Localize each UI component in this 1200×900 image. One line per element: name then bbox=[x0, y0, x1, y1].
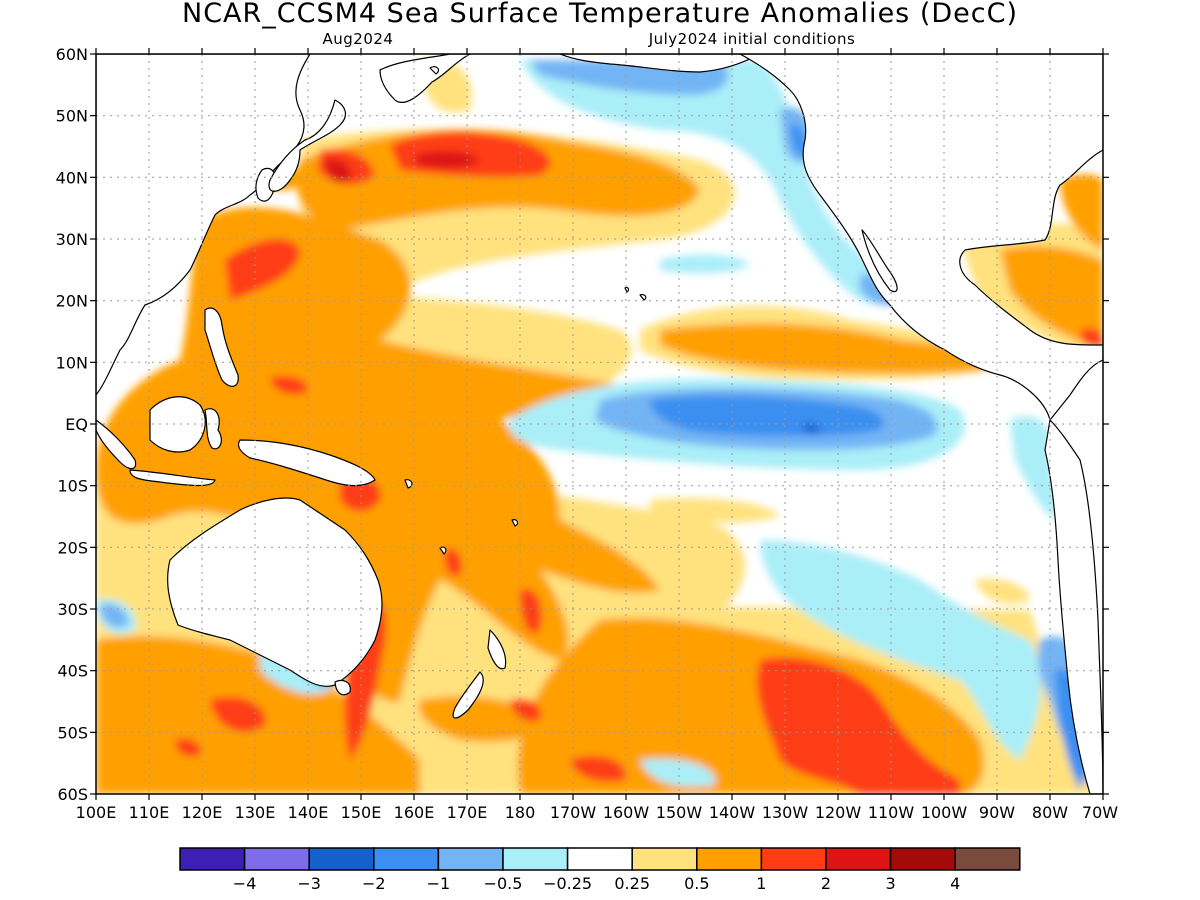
colorbar-swatch bbox=[566, 847, 633, 871]
lon-label: 110E bbox=[129, 803, 170, 822]
lon-label: 120E bbox=[182, 803, 223, 822]
colorbar-swatch bbox=[308, 847, 375, 871]
lon-label: 130E bbox=[235, 803, 276, 822]
colorbar-swatch bbox=[825, 847, 892, 871]
colorbar-label: 0.5 bbox=[684, 874, 709, 893]
colorbar-swatch bbox=[437, 847, 504, 871]
lon-label: 140E bbox=[288, 803, 329, 822]
lat-label: 10N bbox=[56, 353, 88, 372]
colorbar-label: 0.25 bbox=[614, 874, 650, 893]
lon-label: 100W bbox=[921, 803, 968, 822]
lon-label: 150W bbox=[656, 803, 703, 822]
colorbar-legend: −4 −3 −2 −1 −0.5 −0.25 0.25 0.5 1 2 3 4 bbox=[179, 847, 1021, 893]
lat-label: 40N bbox=[56, 168, 88, 187]
lat-label: 50S bbox=[57, 723, 88, 742]
colorbar-label: −4 bbox=[233, 874, 257, 893]
lon-label: 90W bbox=[979, 803, 1015, 822]
colorbar-label: −0.5 bbox=[484, 874, 523, 893]
anomaly-field bbox=[96, 54, 1103, 794]
colorbar-swatch bbox=[373, 847, 440, 871]
lat-label: 40S bbox=[57, 662, 88, 681]
colorbar-label: −2 bbox=[362, 874, 386, 893]
lon-label: 110W bbox=[868, 803, 915, 822]
lat-label: 60S bbox=[57, 785, 88, 804]
colorbar-swatch bbox=[889, 847, 956, 871]
colorbar-label: 2 bbox=[821, 874, 831, 893]
lon-label: 100E bbox=[76, 803, 117, 822]
colorbar-swatch bbox=[179, 847, 246, 871]
coastlines bbox=[96, 54, 1103, 794]
map-subtitle-date: Aug2024 bbox=[323, 30, 394, 48]
colorbar-label: 1 bbox=[756, 874, 766, 893]
colorbar-swatch bbox=[502, 847, 569, 871]
colorbar-label: 3 bbox=[886, 874, 896, 893]
axis-ticks bbox=[90, 48, 1109, 800]
colorbar-swatch bbox=[954, 847, 1021, 871]
lon-label: 160E bbox=[394, 803, 435, 822]
lon-label: 150E bbox=[341, 803, 382, 822]
lon-label: 160W bbox=[603, 803, 650, 822]
lon-label: 70W bbox=[1082, 803, 1118, 822]
lat-label: EQ bbox=[65, 415, 88, 434]
lon-label: 130W bbox=[762, 803, 809, 822]
lon-label: 120W bbox=[815, 803, 862, 822]
colorbar-label: −0.25 bbox=[543, 874, 592, 893]
longitude-axis: 100E 110E 120E 130E 140E 150E 160E 170E … bbox=[76, 803, 1119, 822]
lon-label: 180 bbox=[505, 803, 536, 822]
lon-label: 170E bbox=[447, 803, 488, 822]
colorbar-label: 4 bbox=[950, 874, 960, 893]
colorbar-swatch bbox=[631, 847, 698, 871]
map-title: NCAR_CCSM4 Sea Surface Temperature Anoma… bbox=[182, 0, 1018, 29]
map-subtitle-init: July2024 initial conditions bbox=[648, 30, 856, 48]
lon-label: 80W bbox=[1032, 803, 1068, 822]
colorbar-swatch bbox=[243, 847, 310, 871]
colorbar-label: −3 bbox=[297, 874, 321, 893]
colorbar-swatch bbox=[696, 847, 763, 871]
gridlines bbox=[96, 54, 1103, 794]
lat-label: 30N bbox=[56, 230, 88, 249]
lat-label: 20S bbox=[57, 538, 88, 557]
lat-label: 20N bbox=[56, 292, 88, 311]
lat-label: 50N bbox=[56, 107, 88, 126]
lat-label: 30S bbox=[57, 600, 88, 619]
lon-label: 170W bbox=[550, 803, 597, 822]
lat-label: 10S bbox=[57, 477, 88, 496]
colorbar-swatch bbox=[760, 847, 827, 871]
lat-label: 60N bbox=[56, 45, 88, 64]
colorbar-label: −1 bbox=[427, 874, 451, 893]
lon-label: 140W bbox=[709, 803, 756, 822]
latitude-axis: 60N 50N 40N 30N 20N 10N EQ 10S 20S 30S 4… bbox=[56, 45, 88, 804]
